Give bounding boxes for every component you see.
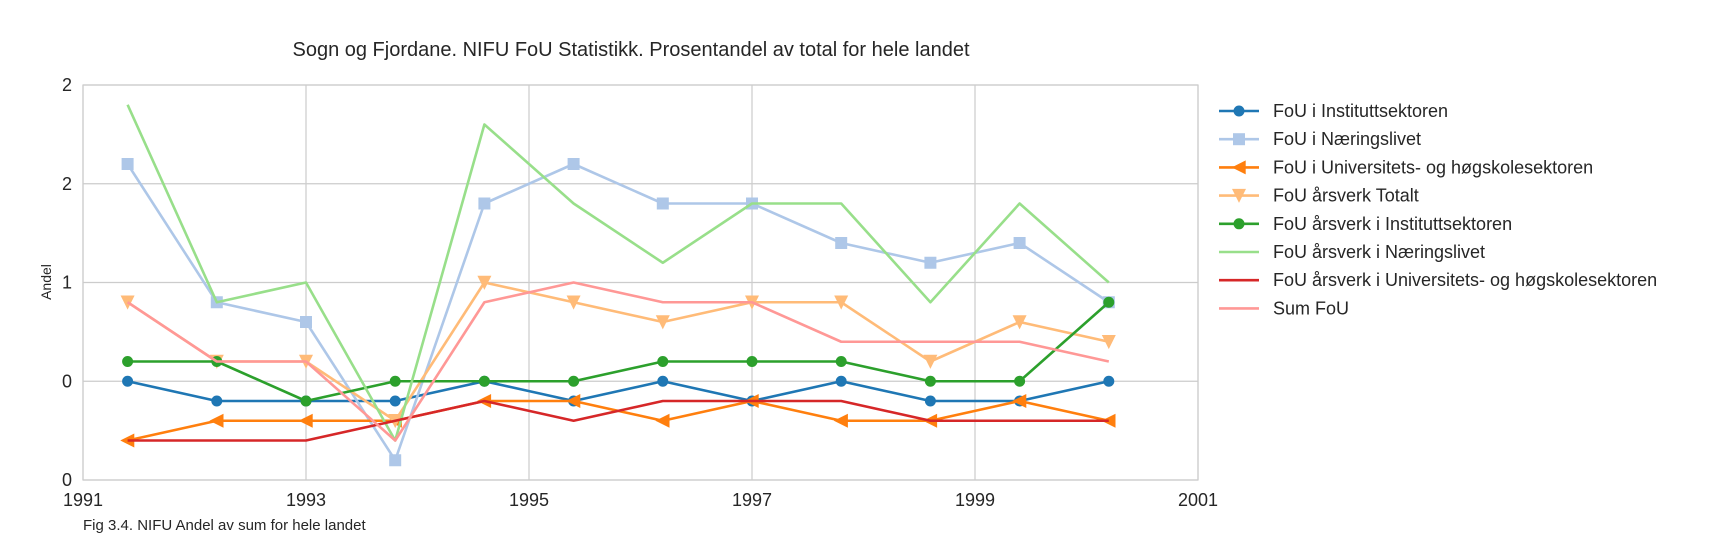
data-point <box>656 197 669 210</box>
data-point <box>209 413 224 428</box>
series-layer <box>120 104 1116 467</box>
data-point <box>478 375 490 387</box>
legend: FoU i Instituttsektoren FoU i Næringslive… <box>1219 101 1657 318</box>
figure-caption: Fig 3.4. NIFU Andel av sum for hele land… <box>83 517 366 534</box>
data-point <box>566 295 581 310</box>
legend-label: FoU årsverk Totalt <box>1273 186 1419 206</box>
series-line <box>126 162 1110 462</box>
data-point <box>122 356 134 367</box>
data-point <box>1013 237 1026 249</box>
data-point <box>923 354 938 369</box>
data-point <box>924 395 936 407</box>
y-tick-label: 1 <box>62 273 72 293</box>
data-point <box>835 375 847 387</box>
legend-item: FoU årsverk i Næringslivet <box>1219 242 1485 262</box>
data-point <box>833 413 848 428</box>
y-tick-label: 2 <box>62 174 72 194</box>
data-point <box>834 295 849 310</box>
legend-item: FoU i Universitets- og høgskolesektoren <box>1219 157 1593 177</box>
series-7 <box>127 399 1109 442</box>
data-point <box>300 316 312 328</box>
series-line <box>126 104 1110 442</box>
data-point <box>1103 375 1115 387</box>
data-point <box>924 375 936 387</box>
plot-frame <box>82 84 1199 481</box>
x-tick-label: 1999 <box>955 490 995 510</box>
series-1 <box>122 375 1115 407</box>
data-point <box>924 256 937 269</box>
x-tick-label: 1995 <box>509 490 549 510</box>
data-point <box>566 393 581 409</box>
data-point <box>1012 393 1027 409</box>
series-line <box>127 379 1110 403</box>
data-point <box>300 395 312 407</box>
legend-marker <box>1231 160 1246 175</box>
series-6 <box>126 104 1110 442</box>
data-point <box>655 413 670 428</box>
data-point <box>298 413 313 428</box>
series-line <box>127 301 1110 403</box>
legend-marker <box>1233 105 1245 117</box>
legend-label: FoU i Universitets- og høgskolesektoren <box>1273 157 1593 177</box>
legend-marker <box>1231 188 1247 203</box>
data-point <box>1103 296 1115 308</box>
data-point <box>1101 335 1116 350</box>
series-4 <box>120 275 1116 429</box>
legend-label: Sum FoU <box>1273 298 1349 318</box>
data-point <box>122 375 134 387</box>
data-point <box>657 356 669 367</box>
y-tick-label: 0 <box>62 470 72 490</box>
data-point <box>655 315 670 330</box>
legend-marker <box>1233 218 1245 230</box>
legend-item: FoU årsverk i Instituttsektoren <box>1219 214 1512 234</box>
legend-item: FoU i Instituttsektoren <box>1219 101 1448 121</box>
series-5 <box>122 296 1115 407</box>
legend-label: FoU årsverk i Universitets- og høgskoles… <box>1273 270 1657 290</box>
legend-item: FoU i Næringslivet <box>1219 129 1421 149</box>
x-tick-label: 2001 <box>1178 490 1218 510</box>
x-tick-label: 1997 <box>732 490 772 510</box>
data-point <box>478 197 491 210</box>
legend-item: FoU årsverk i Universitets- og høgskoles… <box>1219 270 1657 290</box>
data-point <box>389 395 401 407</box>
data-point <box>477 275 492 290</box>
data-point <box>1014 375 1026 387</box>
chart-title: Sogn og Fjordane. NIFU FoU Statistikk. P… <box>292 39 969 61</box>
legend-item: Sum FoU <box>1219 298 1349 318</box>
data-point <box>568 375 580 387</box>
tick-layer: 1991 1993 1995 1997 1999 2001 0 0 1 2 2 <box>62 75 1218 510</box>
x-tick-label: 1993 <box>286 490 326 510</box>
legend-label: FoU årsverk i Instituttsektoren <box>1273 214 1512 234</box>
y-tick-label: 2 <box>62 75 72 95</box>
x-tick-label: 1991 <box>63 490 103 510</box>
y-tick-label: 0 <box>62 371 72 391</box>
data-point <box>835 237 848 249</box>
series-line <box>126 281 1110 442</box>
legend-label: FoU i Instituttsektoren <box>1273 101 1448 121</box>
y-axis-label: Andel <box>38 264 54 300</box>
data-point <box>121 158 134 170</box>
data-point <box>389 454 402 467</box>
data-point <box>211 395 223 407</box>
data-point <box>1012 315 1027 330</box>
data-point <box>746 356 758 367</box>
data-point <box>835 356 847 367</box>
legend-item: FoU årsverk Totalt <box>1219 186 1419 206</box>
data-point <box>567 158 580 170</box>
data-point <box>389 375 401 387</box>
data-point <box>657 375 669 387</box>
legend-label: FoU i Næringslivet <box>1273 129 1421 149</box>
legend-marker <box>1233 133 1245 146</box>
legend-label: FoU årsverk i Næringslivet <box>1273 242 1485 262</box>
series-line <box>127 399 1109 442</box>
series-8 <box>126 281 1110 442</box>
